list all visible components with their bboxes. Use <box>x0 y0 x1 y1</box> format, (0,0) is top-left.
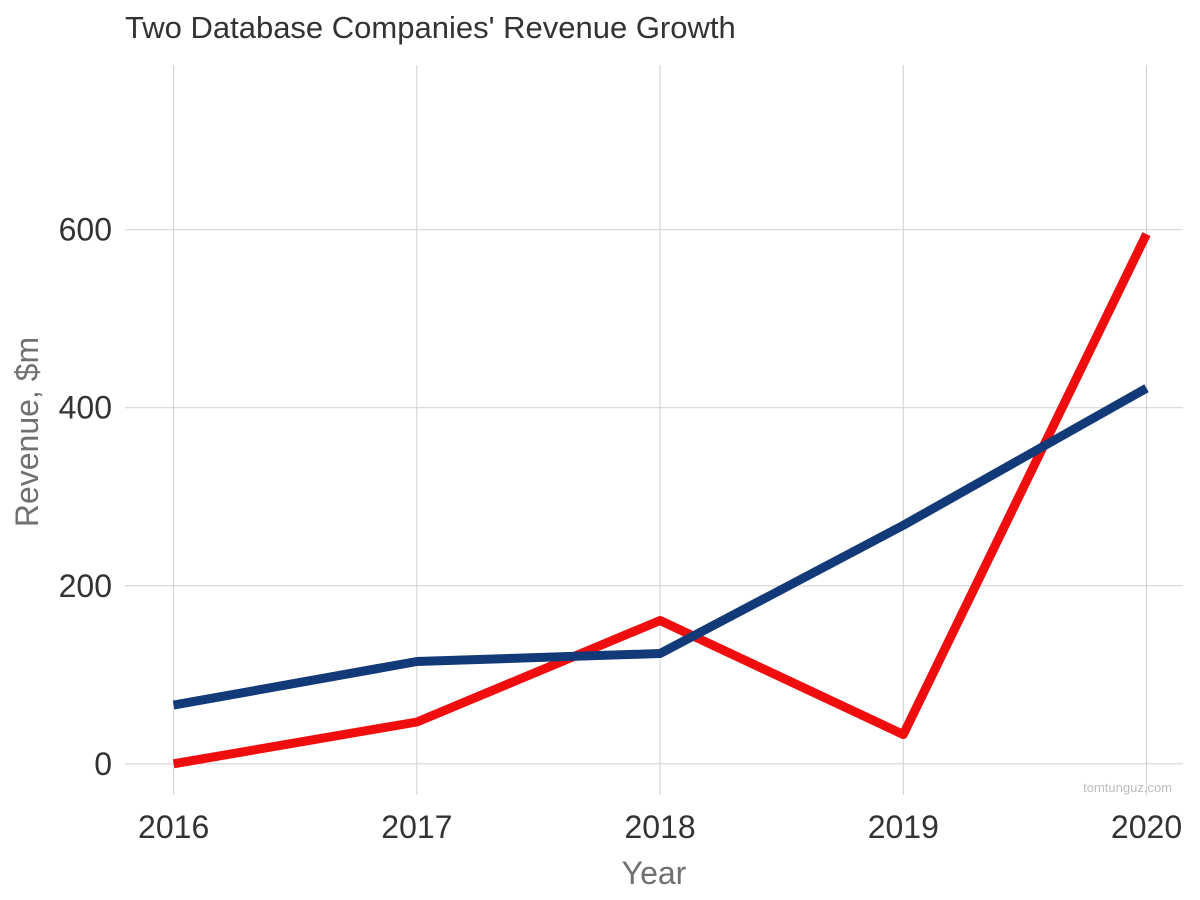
x-tick-label: 2019 <box>868 809 939 845</box>
y-tick-label: 200 <box>59 568 112 604</box>
watermark: tomtunguz.com <box>1083 780 1172 795</box>
x-tick-label: 2018 <box>624 809 695 845</box>
y-axis-tick-labels: 0 200 400 600 <box>59 212 112 782</box>
chart-title: Two Database Companies' Revenue Growth <box>125 10 736 45</box>
y-tick-label: 400 <box>59 390 112 426</box>
x-tick-label: 2017 <box>381 809 452 845</box>
series-lines <box>172 232 1151 769</box>
y-axis-label: Revenue, $m <box>9 337 45 527</box>
x-axis-label: Year <box>622 855 687 891</box>
y-tick-label: 600 <box>59 212 112 248</box>
horizontal-gridlines <box>125 229 1183 765</box>
x-axis-tick-labels: 2016 2017 2018 2019 2020 <box>138 809 1182 845</box>
series-line-company-b <box>172 384 1149 710</box>
x-tick-label: 2020 <box>1111 809 1182 845</box>
x-tick-label: 2016 <box>138 809 209 845</box>
series-line-company-a <box>172 232 1151 769</box>
vertical-gridlines <box>173 65 1148 795</box>
y-tick-label: 0 <box>94 746 112 782</box>
